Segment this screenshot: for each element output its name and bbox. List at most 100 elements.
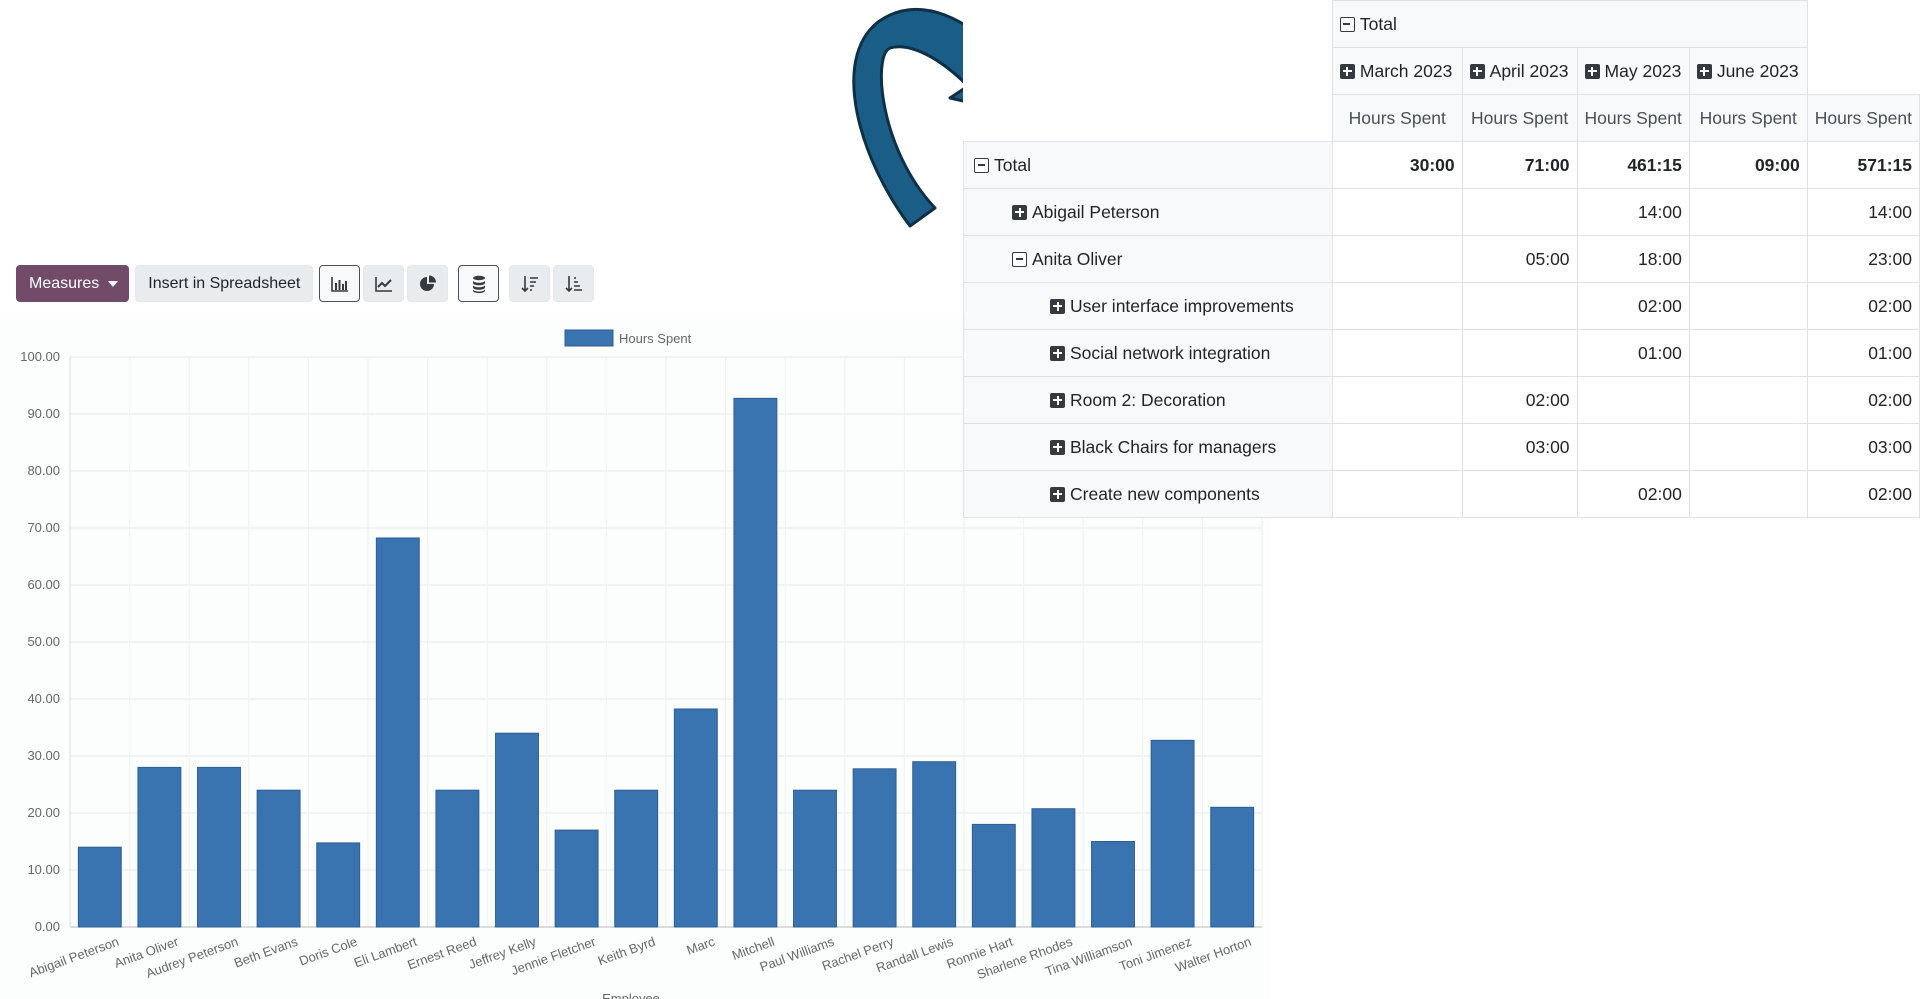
bar[interactable]	[1210, 806, 1255, 928]
col-header-month[interactable]: March 2023	[1331, 47, 1463, 95]
pivot-cell[interactable]: 01:00	[1576, 329, 1690, 377]
bar[interactable]	[912, 761, 957, 928]
measures-button[interactable]: Measures	[16, 265, 130, 302]
bar[interactable]	[614, 789, 659, 928]
col-header-total[interactable]: Total	[1331, 0, 1808, 48]
measure-header[interactable]: Hours Spent	[1331, 94, 1463, 142]
pivot-cell[interactable]: 01:00	[1806, 329, 1920, 377]
x-tick-label: Doris Cole	[297, 934, 359, 969]
row-header[interactable]: User interface improvements	[963, 282, 1333, 330]
caret-down-icon	[108, 280, 119, 287]
pivot-cell[interactable]	[1331, 329, 1463, 377]
pivot-cell[interactable]: 02:00	[1461, 376, 1578, 424]
pivot-cell[interactable]	[1331, 470, 1463, 518]
pivot-cell[interactable]: 30:00	[1331, 141, 1463, 189]
y-tick-label: 50.00	[27, 634, 60, 649]
bar[interactable]	[435, 789, 480, 928]
pivot-cell[interactable]	[1576, 376, 1690, 424]
pivot-cell[interactable]: 23:00	[1806, 235, 1920, 283]
pivot-cell[interactable]	[1688, 329, 1808, 377]
bar[interactable]	[1150, 739, 1195, 928]
bar[interactable]	[971, 823, 1016, 928]
bar[interactable]	[554, 829, 599, 928]
pivot-cell[interactable]	[1576, 423, 1690, 471]
pivot-cell[interactable]: 14:00	[1806, 188, 1920, 236]
bar[interactable]	[316, 842, 361, 928]
pivot-cell[interactable]: 18:00	[1576, 235, 1690, 283]
line-chart-button[interactable]	[363, 265, 405, 302]
pivot-cell[interactable]: 09:00	[1688, 141, 1808, 189]
pivot-cell[interactable]	[1688, 470, 1808, 518]
y-tick-label: 20.00	[27, 805, 60, 820]
measure-header[interactable]: Hours Spent	[1806, 94, 1920, 142]
pivot-cell[interactable]: 02:00	[1576, 470, 1690, 518]
row-header[interactable]: Black Chairs for managers	[963, 423, 1333, 471]
bar[interactable]	[1091, 841, 1135, 928]
pivot-cell[interactable]: 05:00	[1461, 235, 1578, 283]
month-label: June 2023	[1716, 60, 1799, 81]
legend-swatch[interactable]	[564, 329, 614, 347]
sort-ascending-button[interactable]	[553, 265, 595, 302]
pivot-cell[interactable]	[1688, 376, 1808, 424]
pivot-cell[interactable]	[1688, 423, 1808, 471]
col-header-month[interactable]: May 2023	[1576, 47, 1690, 95]
pivot-cell[interactable]: 02:00	[1576, 282, 1690, 330]
bar[interactable]	[375, 537, 420, 928]
row-header[interactable]: Social network integration	[963, 329, 1333, 377]
col-header-month[interactable]: June 2023	[1688, 47, 1808, 95]
pivot-cell[interactable]	[1688, 282, 1808, 330]
bar[interactable]	[77, 846, 122, 928]
pivot-cell[interactable]	[1331, 235, 1463, 283]
row-header[interactable]: Total	[963, 141, 1333, 189]
pivot-cell[interactable]	[1331, 423, 1463, 471]
bar[interactable]	[495, 732, 539, 928]
pivot-cell[interactable]: 571:15	[1806, 141, 1920, 189]
pivot-cell[interactable]: 71:00	[1461, 141, 1578, 189]
y-tick-label: 70.00	[27, 520, 60, 535]
expand-icon	[1339, 63, 1355, 79]
pivot-cell[interactable]: 14:00	[1576, 188, 1690, 236]
pivot-cell[interactable]	[1461, 282, 1578, 330]
pivot-cell[interactable]	[1688, 235, 1808, 283]
pie-chart-button[interactable]	[407, 265, 449, 302]
measure-header[interactable]: Hours Spent	[1688, 94, 1808, 142]
insert-spreadsheet-button[interactable]: Insert in Spreadsheet	[135, 265, 314, 302]
pivot-cell[interactable]: 02:00	[1806, 470, 1920, 518]
pivot-cell[interactable]	[1461, 470, 1578, 518]
pivot-cell[interactable]: 02:00	[1806, 376, 1920, 424]
pivot-row: Create new components 02:00 02:00	[963, 470, 1920, 518]
bar[interactable]	[852, 768, 897, 928]
measure-header[interactable]: Hours Spent	[1576, 94, 1690, 142]
bar[interactable]	[793, 789, 837, 928]
pivot-cell[interactable]: 02:00	[1806, 282, 1920, 330]
row-label: User interface improvements	[1070, 295, 1294, 316]
row-header[interactable]: Abigail Peterson	[963, 188, 1333, 236]
pivot-row: Black Chairs for managers 03:00 03:00	[963, 423, 1920, 471]
sort-descending-button[interactable]	[509, 265, 551, 302]
pivot-cell[interactable]	[1331, 376, 1463, 424]
col-header-month[interactable]: April 2023	[1461, 47, 1578, 95]
bar-chart-button[interactable]	[319, 265, 361, 302]
measure-header[interactable]: Hours Spent	[1461, 94, 1578, 142]
row-header[interactable]: Create new components	[963, 470, 1333, 518]
bar[interactable]	[256, 789, 301, 928]
pivot-cell[interactable]	[1331, 282, 1463, 330]
bar[interactable]	[733, 397, 778, 928]
pivot-cell[interactable]: 03:00	[1806, 423, 1920, 471]
pivot-cell[interactable]: 03:00	[1461, 423, 1578, 471]
row-header[interactable]: Anita Oliver	[963, 235, 1333, 283]
pivot-cell[interactable]	[1461, 188, 1578, 236]
y-tick-label: 30.00	[27, 748, 60, 763]
pivot-cell[interactable]	[1331, 188, 1463, 236]
bar[interactable]	[137, 766, 182, 928]
bar[interactable]	[197, 766, 241, 928]
row-header[interactable]: Room 2: Decoration	[963, 376, 1333, 424]
stacked-button[interactable]	[458, 265, 500, 302]
pivot-cell[interactable]	[1461, 329, 1578, 377]
sort-descending-icon	[521, 275, 538, 292]
bar[interactable]	[673, 708, 718, 928]
bar[interactable]	[1031, 808, 1076, 928]
x-tick-label: Abigail Peterson	[27, 934, 121, 980]
pivot-cell[interactable]: 461:15	[1576, 141, 1690, 189]
pivot-cell[interactable]	[1688, 188, 1808, 236]
